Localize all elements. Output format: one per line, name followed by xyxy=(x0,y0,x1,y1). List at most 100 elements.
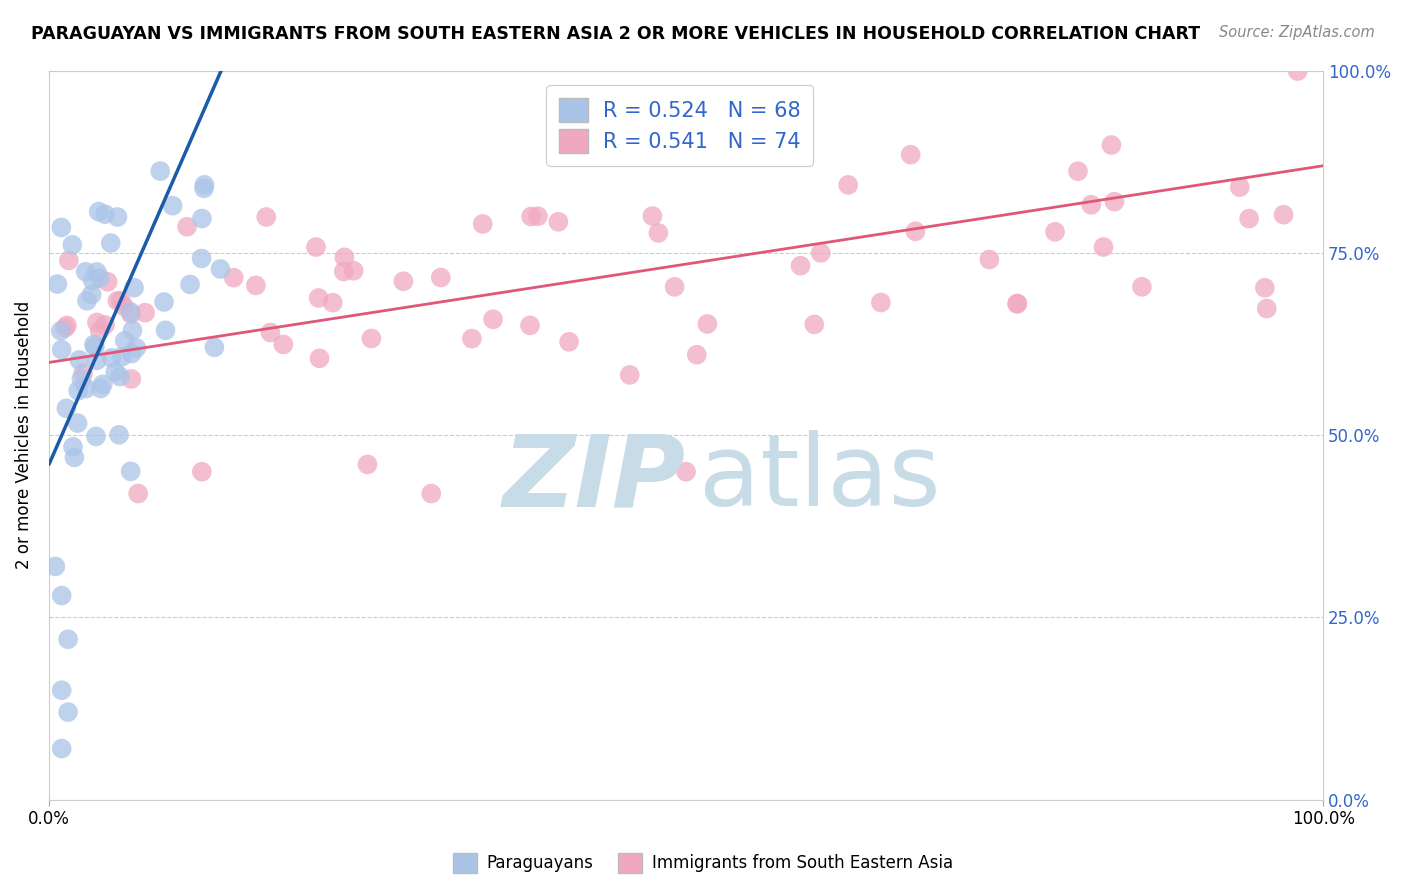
Point xyxy=(121,323,143,337)
Point xyxy=(62,440,84,454)
Point xyxy=(356,458,378,472)
Text: atlas: atlas xyxy=(699,431,941,527)
Point xyxy=(547,215,569,229)
Point xyxy=(979,252,1001,267)
Point xyxy=(420,486,443,500)
Point xyxy=(558,334,581,349)
Point xyxy=(49,324,72,338)
Point xyxy=(1104,194,1126,209)
Point xyxy=(343,264,366,278)
Legend: R = 0.524   N = 68, R = 0.541   N = 74: R = 0.524 N = 68, R = 0.541 N = 74 xyxy=(547,85,813,166)
Text: ZIP: ZIP xyxy=(503,431,686,527)
Point xyxy=(1237,211,1260,226)
Point xyxy=(322,295,344,310)
Point xyxy=(121,346,143,360)
Point xyxy=(641,209,664,223)
Point xyxy=(789,259,811,273)
Point xyxy=(70,372,93,386)
Point xyxy=(1067,164,1090,178)
Point xyxy=(245,278,267,293)
Point xyxy=(100,235,122,250)
Point xyxy=(675,465,697,479)
Point xyxy=(56,318,79,333)
Point xyxy=(696,317,718,331)
Point xyxy=(80,287,103,301)
Point xyxy=(75,265,97,279)
Point xyxy=(1043,225,1066,239)
Point xyxy=(87,204,110,219)
Point xyxy=(190,252,212,266)
Point xyxy=(482,312,505,326)
Point xyxy=(44,559,66,574)
Point xyxy=(86,265,108,279)
Point xyxy=(1092,240,1115,254)
Point xyxy=(67,384,90,398)
Point xyxy=(176,219,198,234)
Point xyxy=(120,307,142,321)
Legend: Paraguayans, Immigrants from South Eastern Asia: Paraguayans, Immigrants from South Easte… xyxy=(447,847,959,880)
Point xyxy=(107,210,129,224)
Point xyxy=(122,280,145,294)
Point xyxy=(900,147,922,161)
Point xyxy=(91,377,114,392)
Point xyxy=(1272,208,1295,222)
Point xyxy=(430,270,453,285)
Point xyxy=(273,337,295,351)
Point xyxy=(254,210,277,224)
Point xyxy=(94,318,117,332)
Point xyxy=(519,318,541,333)
Point xyxy=(1080,198,1102,212)
Point xyxy=(58,253,80,268)
Point xyxy=(392,274,415,288)
Point xyxy=(112,299,135,313)
Point xyxy=(209,262,232,277)
Point xyxy=(155,323,177,337)
Point xyxy=(222,270,245,285)
Point xyxy=(66,416,89,430)
Point xyxy=(149,164,172,178)
Point xyxy=(86,315,108,329)
Point xyxy=(108,369,131,384)
Point xyxy=(308,351,330,366)
Point xyxy=(104,365,127,379)
Point xyxy=(837,178,859,192)
Point xyxy=(1254,281,1277,295)
Point xyxy=(134,305,156,319)
Point xyxy=(55,401,77,416)
Point xyxy=(51,343,73,357)
Point xyxy=(619,368,641,382)
Point xyxy=(259,326,281,340)
Point xyxy=(810,246,832,260)
Point xyxy=(110,293,132,308)
Point xyxy=(308,291,330,305)
Point xyxy=(89,270,111,285)
Point xyxy=(51,589,73,603)
Point xyxy=(520,210,543,224)
Point xyxy=(1229,180,1251,194)
Point xyxy=(461,332,484,346)
Point xyxy=(1007,296,1029,310)
Point xyxy=(904,224,927,238)
Point xyxy=(191,465,214,479)
Point xyxy=(72,366,94,380)
Point xyxy=(193,181,215,195)
Point xyxy=(1130,280,1153,294)
Point xyxy=(120,305,142,319)
Y-axis label: 2 or more Vehicles in Household: 2 or more Vehicles in Household xyxy=(15,301,32,569)
Point xyxy=(84,429,107,443)
Text: PARAGUAYAN VS IMMIGRANTS FROM SOUTH EASTERN ASIA 2 OR MORE VEHICLES IN HOUSEHOLD: PARAGUAYAN VS IMMIGRANTS FROM SOUTH EAST… xyxy=(31,25,1201,43)
Point xyxy=(1005,297,1028,311)
Point xyxy=(179,277,201,292)
Point xyxy=(114,334,136,348)
Point xyxy=(120,372,142,386)
Point xyxy=(153,295,176,310)
Point xyxy=(471,217,494,231)
Point xyxy=(527,209,550,223)
Point xyxy=(127,486,149,500)
Point xyxy=(51,741,73,756)
Point xyxy=(89,324,111,338)
Point xyxy=(86,353,108,368)
Point xyxy=(63,450,86,465)
Point xyxy=(125,341,148,355)
Point xyxy=(90,382,112,396)
